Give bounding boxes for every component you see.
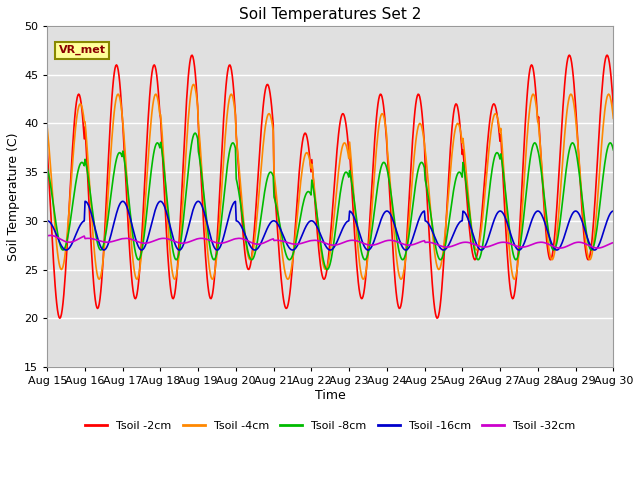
Line: Tsoil -2cm: Tsoil -2cm <box>47 55 613 318</box>
Tsoil -32cm <box>54 235 62 241</box>
Tsoil -16cm <box>401 247 408 252</box>
Tsoil -32cm <box>400 241 408 247</box>
Tsoil -16cm <box>201 211 209 217</box>
Tsoil -4cm <box>401 263 408 268</box>
Tsoil -16cm <box>171 240 179 246</box>
Tsoil -8cm <box>401 254 408 260</box>
Line: Tsoil -16cm: Tsoil -16cm <box>47 201 613 250</box>
Tsoil -4cm <box>417 122 425 128</box>
Tsoil -2cm <box>56 315 64 321</box>
Tsoil -2cm <box>604 52 611 58</box>
Tsoil -4cm <box>190 82 198 87</box>
Tsoil -2cm <box>609 104 617 109</box>
Tsoil -8cm <box>112 159 120 165</box>
Tsoil -4cm <box>201 211 209 217</box>
Tsoil -32cm <box>47 232 54 238</box>
Tsoil -4cm <box>95 276 103 282</box>
Tsoil -4cm <box>113 94 120 100</box>
Tsoil -32cm <box>44 233 51 239</box>
Tsoil -2cm <box>170 294 178 300</box>
Tsoil -2cm <box>44 147 51 153</box>
Tsoil -8cm <box>54 230 61 236</box>
Tsoil -32cm <box>200 236 208 241</box>
Tsoil -8cm <box>170 249 177 255</box>
Legend: Tsoil -2cm, Tsoil -4cm, Tsoil -8cm, Tsoil -16cm, Tsoil -32cm: Tsoil -2cm, Tsoil -4cm, Tsoil -8cm, Tsoi… <box>81 417 580 436</box>
Tsoil -16cm <box>417 211 425 217</box>
Tsoil -16cm <box>609 208 617 214</box>
Tsoil -32cm <box>113 238 120 243</box>
Title: Soil Temperatures Set 2: Soil Temperatures Set 2 <box>239 7 422 22</box>
Tsoil -8cm <box>200 193 208 199</box>
Tsoil -8cm <box>324 266 332 272</box>
Tsoil -16cm <box>62 247 70 253</box>
Tsoil -32cm <box>417 239 424 245</box>
Tsoil -4cm <box>609 116 617 121</box>
Tsoil -16cm <box>54 234 61 240</box>
Y-axis label: Soil Temperature (C): Soil Temperature (C) <box>7 132 20 261</box>
Tsoil -8cm <box>44 165 51 171</box>
Tsoil -2cm <box>417 98 424 104</box>
Tsoil -16cm <box>113 208 121 214</box>
Tsoil -16cm <box>44 218 51 224</box>
Tsoil -16cm <box>81 198 89 204</box>
Line: Tsoil -4cm: Tsoil -4cm <box>47 84 613 279</box>
Tsoil -4cm <box>54 250 61 255</box>
Tsoil -32cm <box>609 240 617 245</box>
Tsoil -8cm <box>609 147 617 153</box>
Tsoil -32cm <box>594 245 602 251</box>
Tsoil -2cm <box>400 277 408 283</box>
Line: Tsoil -8cm: Tsoil -8cm <box>47 133 613 269</box>
Text: VR_met: VR_met <box>59 45 106 56</box>
Tsoil -8cm <box>191 130 199 136</box>
Tsoil -2cm <box>200 228 208 234</box>
Tsoil -8cm <box>417 159 425 165</box>
Line: Tsoil -32cm: Tsoil -32cm <box>47 235 613 248</box>
Tsoil -2cm <box>113 62 120 68</box>
Tsoil -4cm <box>44 125 51 131</box>
Tsoil -2cm <box>54 307 61 313</box>
Tsoil -4cm <box>170 276 178 282</box>
X-axis label: Time: Time <box>315 389 346 402</box>
Tsoil -32cm <box>170 238 178 244</box>
